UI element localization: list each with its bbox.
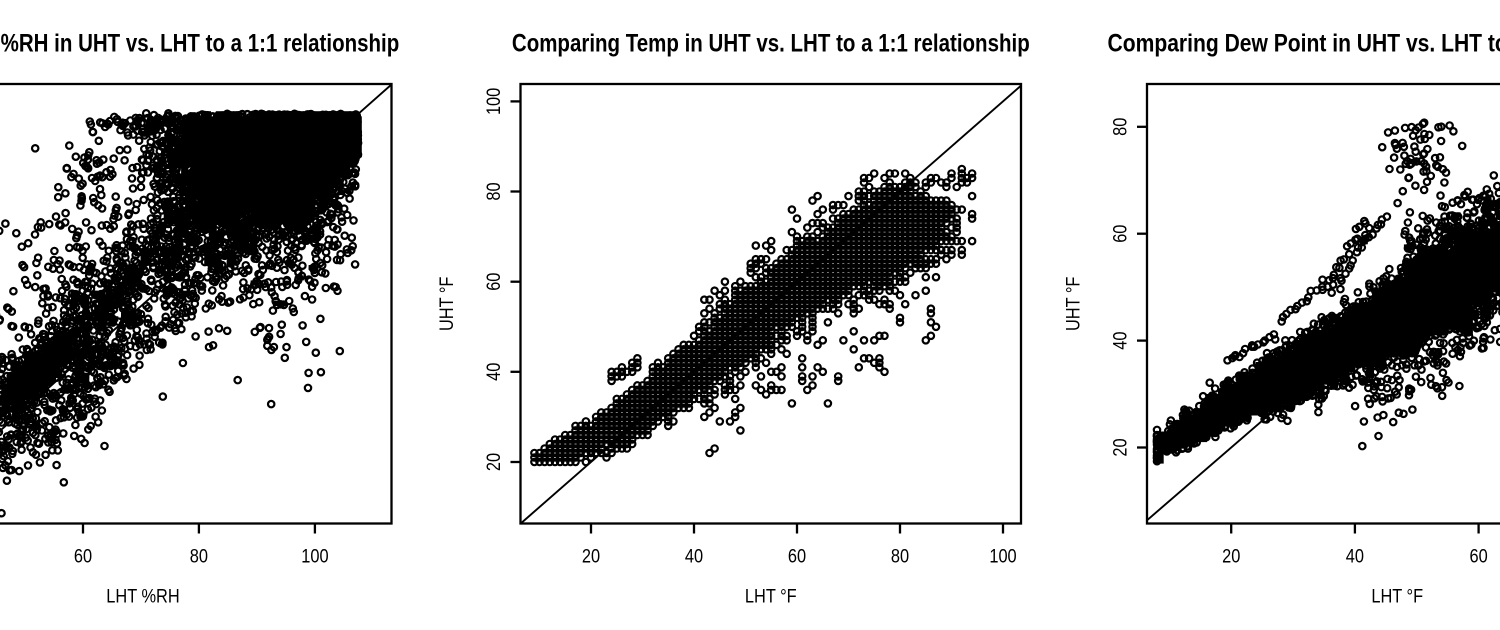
svg-text:20: 20 — [582, 545, 600, 567]
svg-text:80: 80 — [483, 182, 505, 200]
svg-text:UHT °F: UHT °F — [436, 277, 458, 331]
svg-text:Comparing %RH in UHT vs. LHT t: Comparing %RH in UHT vs. LHT to a 1:1 re… — [0, 29, 399, 57]
svg-text:60: 60 — [483, 273, 505, 291]
svg-text:60: 60 — [74, 545, 92, 567]
svg-text:20: 20 — [483, 453, 505, 471]
svg-text:40: 40 — [483, 363, 505, 381]
svg-text:40: 40 — [685, 545, 703, 567]
svg-text:100: 100 — [483, 88, 505, 115]
svg-text:80: 80 — [891, 545, 909, 567]
svg-text:100: 100 — [301, 545, 328, 567]
svg-text:60: 60 — [788, 545, 806, 567]
svg-text:LHT %RH: LHT %RH — [106, 585, 179, 607]
svg-text:LHT °F: LHT °F — [745, 585, 797, 607]
svg-text:100: 100 — [989, 545, 1016, 567]
svg-text:80: 80 — [190, 545, 208, 567]
svg-text:Comparing Temp in UHT vs. LHT: Comparing Temp in UHT vs. LHT to a 1:1 r… — [512, 29, 1030, 57]
